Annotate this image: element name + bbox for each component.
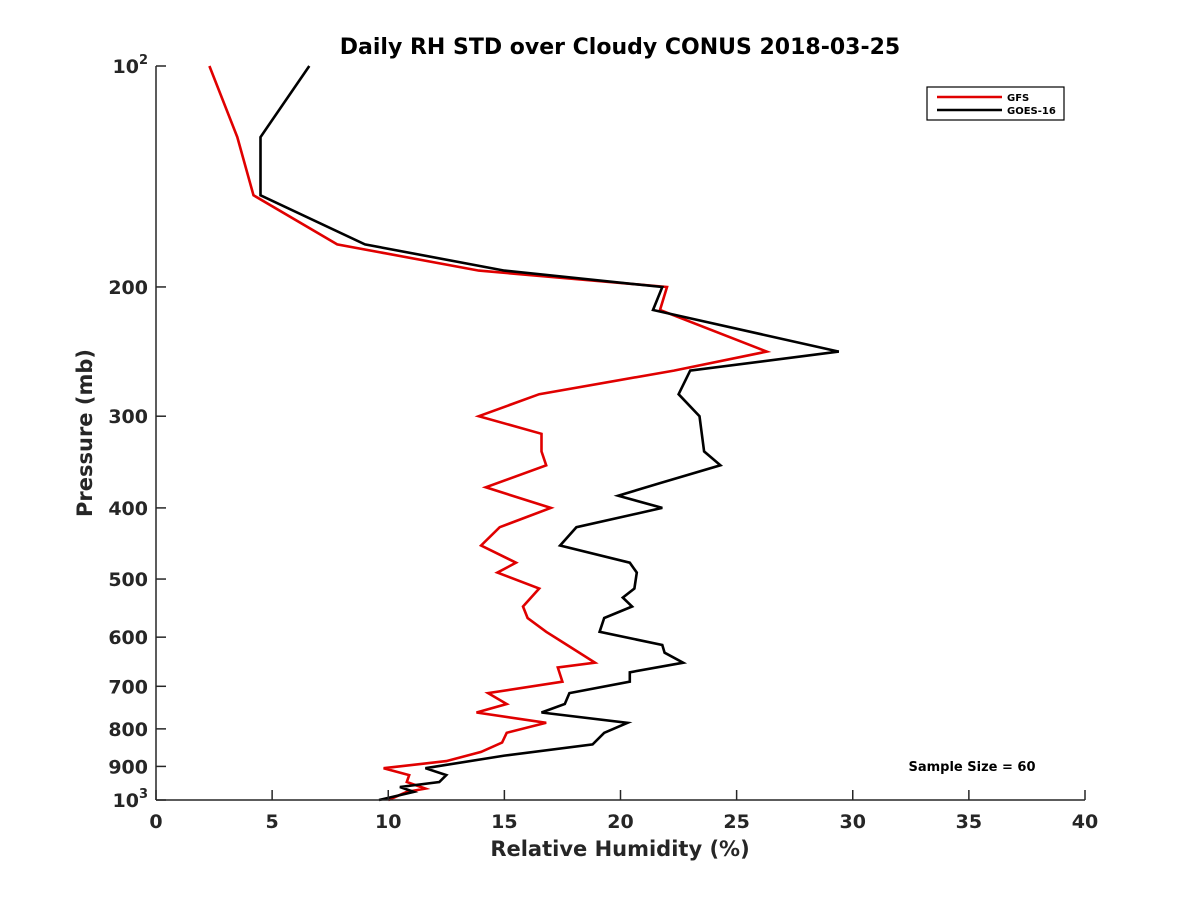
- x-tick-label: 25: [723, 811, 749, 833]
- series-line-goes-16: [259, 65, 840, 802]
- y-tick-label: 700: [108, 676, 148, 698]
- x-tick-label: 0: [149, 811, 162, 833]
- x-tick-label: 30: [840, 811, 866, 833]
- x-axis-label: Relative Humidity (%): [490, 837, 749, 861]
- y-ticks: 102 200 300 400 500 600 700 800 900 103: [108, 53, 166, 812]
- y-tick-label: 500: [108, 569, 148, 591]
- x-tick-label: 35: [956, 811, 982, 833]
- x-ticks: 0 5 10 15 20 25 30 35 40: [149, 790, 1098, 833]
- y-tick-label: 600: [108, 627, 148, 649]
- x-tick-label: 40: [1072, 811, 1098, 833]
- sample-size-annotation: Sample Size = 60: [908, 760, 1035, 775]
- x-tick-label: 10: [375, 811, 401, 833]
- x-tick-label: 20: [607, 811, 633, 833]
- legend: GFS GOES-16: [926, 86, 1065, 121]
- legend-box: [926, 86, 1065, 121]
- y-tick-label: 800: [108, 719, 148, 741]
- y-tick-label: 300: [108, 406, 148, 428]
- x-tick-label: 15: [491, 811, 517, 833]
- y-tick-label: 102: [113, 53, 149, 78]
- legend-label-goes16: GOES-16: [1007, 106, 1056, 117]
- series-line-gfs: [208, 65, 772, 802]
- y-tick-label: 200: [108, 277, 148, 299]
- chart-title: Daily RH STD over Cloudy CONUS 2018-03-2…: [340, 35, 900, 60]
- y-axis-label: Pressure (mb): [73, 349, 97, 517]
- x-tick-label: 5: [266, 811, 279, 833]
- legend-label-gfs: GFS: [1007, 93, 1029, 104]
- y-tick-label: 103: [113, 787, 149, 812]
- y-tick-label: 400: [108, 498, 148, 520]
- y-tick-label: 900: [108, 756, 148, 778]
- series-layer: [208, 65, 840, 802]
